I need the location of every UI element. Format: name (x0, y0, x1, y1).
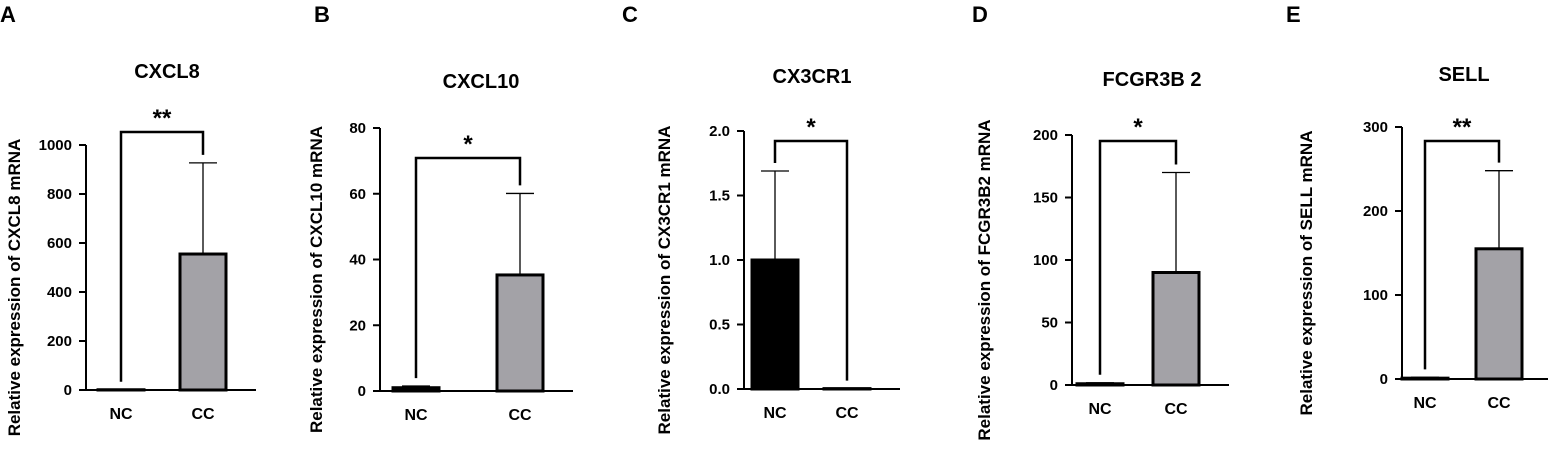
panel-letter: D (972, 2, 988, 27)
y-tick-label: 100 (1033, 252, 1058, 269)
significance-bracket (414, 156, 522, 379)
y-tick-label: 0 (64, 382, 72, 399)
y-tick-label: 1.0 (709, 252, 730, 269)
panel-letter: C (622, 2, 638, 27)
y-tick-label: 0.0 (709, 381, 730, 398)
bar-cc (178, 252, 228, 392)
y-tick-label: 1.5 (709, 188, 730, 205)
y-tick-label: 400 (47, 284, 72, 301)
bar-nc (750, 258, 800, 391)
significance-label: * (1133, 114, 1143, 141)
y-tick-label: 200 (1033, 127, 1058, 144)
y-tick-label: 60 (349, 186, 366, 203)
y-tick-label: 80 (349, 120, 366, 137)
y-tick-label: 50 (1041, 315, 1058, 332)
significance-label: ** (1453, 114, 1472, 141)
chart-title: FCGR3B 2 (1103, 69, 1202, 91)
significance-label: * (463, 131, 473, 158)
y-tick-label: 40 (349, 252, 366, 269)
y-tick-label: 0 (358, 383, 366, 400)
category-label-nc: NC (1088, 401, 1112, 418)
chart-title: CXCL10 (443, 71, 520, 93)
y-tick-label: 300 (1363, 119, 1388, 136)
y-tick-label: 150 (1033, 190, 1058, 207)
significance-bracket (119, 130, 205, 382)
y-axis-label: Relative expression of CX3CR1 mRNA (655, 126, 674, 435)
category-label-nc: NC (404, 407, 428, 424)
significance-bracket (1423, 139, 1501, 370)
category-label-cc: CC (1487, 395, 1511, 412)
panel-letter: E (1286, 2, 1301, 27)
chart-panel-b: B CXCL10 Relative expression of CXCL10 mRN… (307, 2, 573, 433)
y-tick-label: 100 (1363, 287, 1388, 304)
significance-label: ** (153, 105, 172, 132)
bar-cc (1474, 247, 1524, 381)
y-axis-label: Relative expression of CXCL10 mRNA (307, 126, 326, 433)
category-label-nc: NC (109, 406, 133, 423)
chart-panel-a: A CXCL8 Relative expression of CXCL8 mRNA 0… (0, 2, 256, 436)
category-label-cc: CC (835, 405, 859, 422)
chart-panel-d: D FCGR3B 2 Relative expression of FCGR3B2 … (972, 2, 1229, 441)
category-label-nc: NC (1413, 395, 1437, 412)
category-label-nc: NC (763, 405, 787, 422)
y-tick-label: 200 (47, 333, 72, 350)
significance-label: * (806, 114, 816, 141)
y-tick-label: 0 (1050, 377, 1058, 394)
y-tick-label: 0 (1380, 371, 1388, 388)
panel-letter: B (314, 2, 330, 27)
y-tick-label: 600 (47, 235, 72, 252)
chart-title: SELL (1438, 64, 1489, 86)
y-tick-label: 800 (47, 186, 72, 203)
bar-nc (391, 386, 441, 393)
category-label-cc: CC (191, 406, 215, 423)
chart-title: CXCL8 (134, 61, 200, 83)
bar-nc (1400, 376, 1450, 381)
y-tick-label: 1000 (39, 137, 72, 154)
bar-cc (495, 273, 545, 393)
y-tick-label: 0.5 (709, 317, 730, 334)
significance-bracket (773, 139, 849, 381)
y-axis-label: Relative expression of SELL mRNA (1297, 131, 1316, 416)
y-axis-label: Relative expression of FCGR3B2 mRNA (975, 119, 994, 440)
category-label-cc: CC (508, 407, 532, 424)
chart-title: CX3CR1 (773, 66, 852, 88)
significance-bracket (1098, 139, 1178, 375)
chart-panel-e: E SELL Relative expression of SELL mRNA 0 10… (1286, 2, 1548, 416)
y-tick-label: 20 (349, 317, 366, 334)
chart-panel-c: C CX3CR1 Relative expression of CX3CR1 mRN… (622, 2, 900, 434)
y-tick-label: 2.0 (709, 123, 730, 140)
category-label-cc: CC (1164, 401, 1188, 418)
y-axis-label: Relative expression of CXCL8 mRNA (5, 139, 24, 437)
y-tick-label: 200 (1363, 203, 1388, 220)
panel-letter: A (0, 2, 16, 27)
bar-nc (1075, 382, 1125, 387)
bar-cc (1151, 271, 1201, 387)
